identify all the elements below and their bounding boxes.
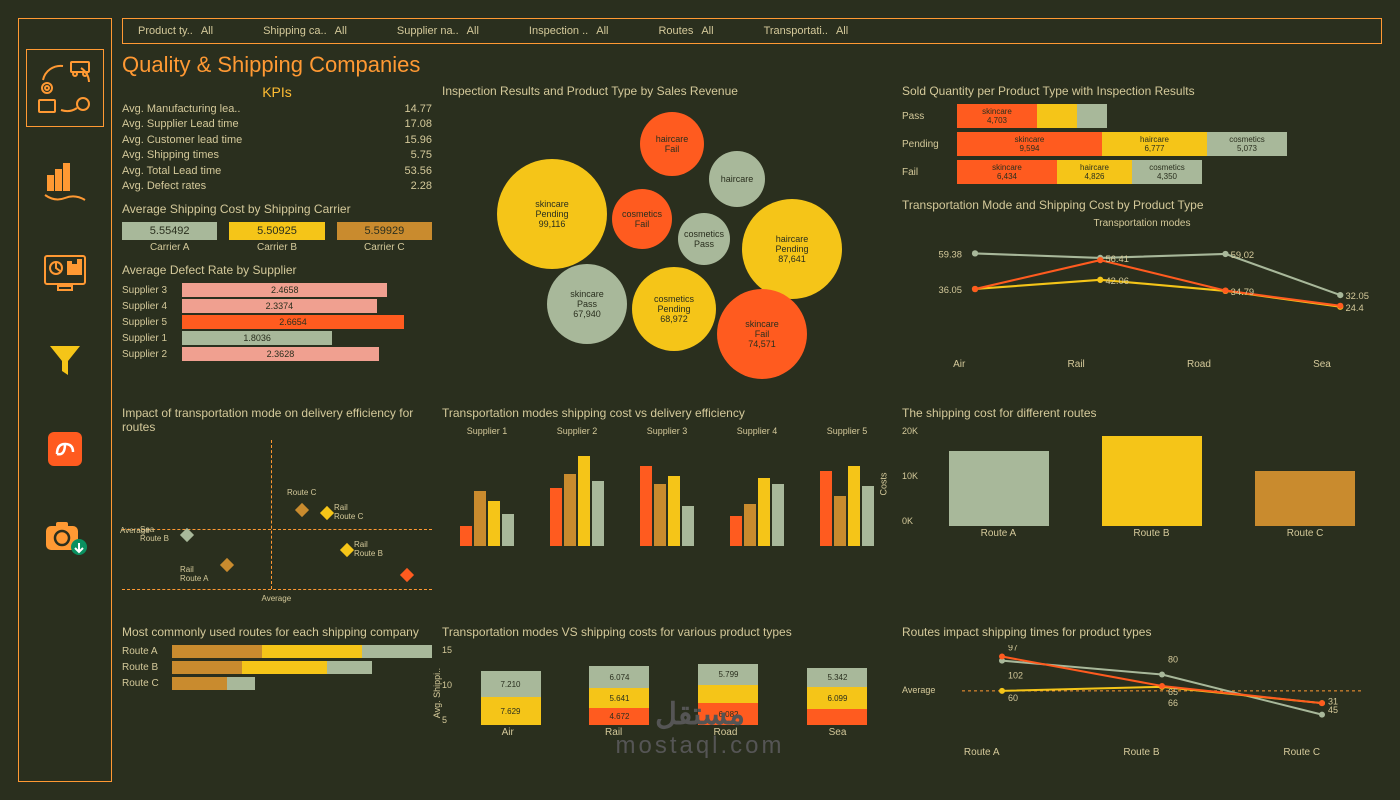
mini-bar-group [460,491,515,546]
right-top-panel: Sold Quantity per Product Type with Insp… [902,84,1382,394]
filter-Shipping ca..[interactable]: Shipping ca..All [263,25,347,37]
stacked-modes-panel: Transportation modes VS shipping costs f… [442,625,892,782]
route-times-panel: Routes impact shipping times for product… [902,625,1382,782]
svg-text:34.79: 34.79 [1231,286,1254,297]
filter-Product ty..[interactable]: Product ty..All [138,25,213,37]
filter-bar: Product ty..All Shipping ca..All Supplier … [122,18,1382,44]
route-bar [949,451,1049,526]
scatter-panel: Impact of transportation mode on deliver… [122,406,432,614]
filter-Supplier na..[interactable]: Supplier na..All [397,25,479,37]
route-companies-title: Most commonly used routes for each shipp… [122,625,432,639]
stacked-col: 6.0995.342 [807,668,867,725]
filter-Routes[interactable]: RoutesAll [658,25,713,37]
kpi-row: Avg. Total Lead time53.56 [122,164,432,179]
logistics-cycle-icon[interactable] [26,49,104,127]
carrier-cost-title: Average Shipping Cost by Shipping Carrie… [122,202,432,216]
svg-text:56.41: 56.41 [1105,253,1128,264]
svg-text:65: 65 [1168,687,1178,697]
defect-row: Supplier 52.6654 [122,315,432,329]
bubble: cosmeticsPass [678,213,730,265]
bubble: skincarePass67,940 [547,264,627,344]
bubble: skincareFail74,571 [717,289,807,379]
sold-qty-title: Sold Quantity per Product Type with Insp… [902,84,1382,98]
mini-bars-panel: Transportation modes shipping cost vs de… [442,406,892,614]
defect-rate-title: Average Defect Rate by Supplier [122,263,432,277]
page-title: Quality & Shipping Companies [122,52,1382,78]
scatter-point [295,503,309,517]
svg-text:59.38: 59.38 [939,249,962,260]
defect-row: Supplier 22.3628 [122,347,432,361]
bubble: cosmeticsFail [612,189,672,249]
mini-bars-title: Transportation modes shipping cost vs de… [442,406,892,420]
screenshot-icon[interactable] [35,507,95,567]
svg-text:45: 45 [1328,706,1338,716]
mini-bar-group [640,466,695,546]
stacked-modes-title: Transportation modes VS shipping costs f… [442,625,892,639]
carrier-card: 5.55492Carrier A [122,222,217,253]
filter-Transportati..[interactable]: Transportati..All [764,25,849,37]
route-companies-panel: Most commonly used routes for each shipp… [122,625,432,782]
scatter-point [320,506,334,520]
bubble: haircarePending87,641 [742,199,842,299]
svg-text:24.4: 24.4 [1345,302,1363,313]
kpi-panel: KPIs Avg. Manufacturing lea..14.77Avg. S… [122,84,432,394]
bubble-title: Inspection Results and Product Type by S… [442,84,892,98]
mini-bar-group [730,478,785,546]
scatter-title: Impact of transportation mode on deliver… [122,406,432,434]
analytics-icon[interactable] [35,155,95,215]
mini-bar-group [550,456,605,546]
sold-row: Passskincare4,703 [902,104,1382,128]
svg-text:59.02: 59.02 [1231,249,1254,260]
bubble: haircareFail [640,112,704,176]
defect-row: Supplier 32.4658 [122,283,432,297]
route-bar [1255,471,1355,526]
pdf-export-icon[interactable] [35,419,95,479]
route-company-row: Route C [122,677,432,690]
sold-row: Pendingskincare9,594haircare6,777cosmeti… [902,132,1382,156]
bubble: skincarePending99,116 [497,159,607,269]
filter-icon[interactable] [35,331,95,391]
kpi-row: Avg. Defect rates2.28 [122,179,432,194]
dashboard-icon[interactable] [35,243,95,303]
carrier-card: 5.50925Carrier B [229,222,324,253]
kpi-row: Avg. Supplier Lead time17.08 [122,117,432,132]
stacked-col: 7.6297.210 [481,671,541,725]
kpi-row: Avg. Manufacturing lea..14.77 [122,102,432,117]
filter-Inspection ..[interactable]: Inspection ..All [529,25,609,37]
bubble: haircare [709,151,765,207]
defect-row: Supplier 42.3374 [122,299,432,313]
svg-text:97: 97 [1008,645,1018,653]
svg-text:32.05: 32.05 [1345,290,1368,301]
transport-subtitle: Transportation modes [902,218,1382,229]
stacked-col: 6.0825.799 [698,664,758,725]
route-company-row: Route B [122,661,432,674]
scatter-point [400,568,414,582]
svg-text:66: 66 [1168,698,1178,708]
carrier-card: 5.59929Carrier C [337,222,432,253]
route-times-title: Routes impact shipping times for product… [902,625,1382,639]
svg-text:36.05: 36.05 [939,284,962,295]
bubble-chart: Inspection Results and Product Type by S… [442,84,892,394]
kpi-row: Avg. Customer lead time15.96 [122,133,432,148]
scatter-point [220,558,234,572]
route-cost-panel: The shipping cost for different routes 2… [902,406,1382,614]
svg-text:42.06: 42.06 [1105,275,1128,286]
svg-text:102: 102 [1008,671,1023,681]
kpi-row: Avg. Shipping times5.75 [122,148,432,163]
transport-lines-title: Transportation Mode and Shipping Cost by… [902,198,1382,212]
route-company-row: Route A [122,645,432,658]
svg-text:80: 80 [1168,655,1178,665]
main: Product ty..All Shipping ca..All Supplier … [112,0,1400,800]
sold-row: Failskincare6,434haircare4,826cosmetics4… [902,160,1382,184]
route-cost-title: The shipping cost for different routes [902,406,1382,420]
mini-bar-group [820,466,875,546]
kpi-title: KPIs [122,84,432,100]
bubble: cosmeticsPending68,972 [632,267,716,351]
svg-text:60: 60 [1008,693,1018,703]
sidebar [18,18,112,782]
defect-row: Supplier 11.8036 [122,331,432,345]
route-bar [1102,436,1202,526]
stacked-col: 4.6725.6416.074 [589,666,649,725]
scatter-point [340,543,354,557]
